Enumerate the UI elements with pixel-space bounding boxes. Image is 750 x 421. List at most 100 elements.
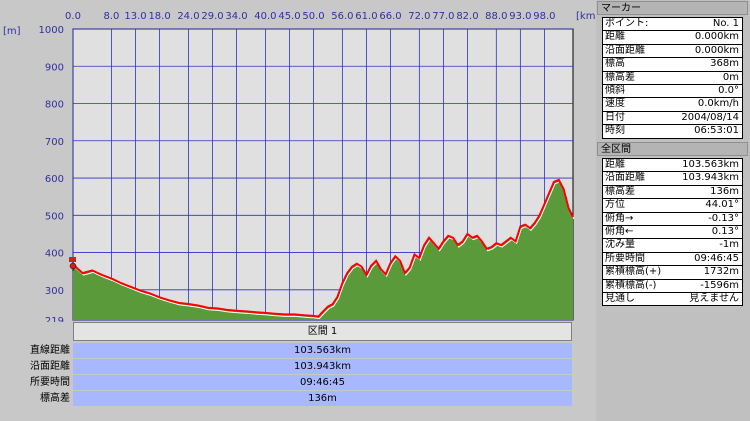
x-tick-label: 93.0 [509, 11, 531, 22]
info-row: 距離 0.000km [603, 31, 742, 45]
info-label: 標高差 [605, 185, 635, 197]
y-tick-label: 900 [45, 62, 64, 73]
marker-panel-title: マーカー [597, 1, 748, 15]
info-label: 距離 [605, 31, 625, 43]
x-tick-label: 24.0 [177, 11, 199, 22]
info-label: 累積標高(+) [605, 266, 662, 278]
y-tick-label: 1000 [39, 25, 64, 36]
info-row: 標高差 136m [603, 185, 742, 200]
info-label: 沿面距離 [605, 44, 645, 56]
x-tick-label: 66.0 [379, 11, 401, 22]
section-header[interactable]: 区間 1 [73, 322, 572, 341]
info-row: 俯角← 0.13° [603, 225, 742, 240]
info-row: 見通し 見えません [603, 293, 742, 305]
info-value: 368m [710, 58, 739, 70]
summary-label: 標高差 [40, 393, 70, 404]
summary-row: 標高差 136m [0, 391, 572, 407]
info-row: 距離 103.563km [603, 159, 742, 173]
info-label: 標高差 [605, 71, 635, 83]
info-label: 沿面距離 [605, 172, 645, 184]
x-tick-label: 18.0 [148, 11, 170, 22]
info-label: 距離 [605, 159, 625, 170]
all-section-info-table: 距離 103.563km 沿面距離 103.943km 標高差 136m 方位 44.01° 俯… [602, 158, 743, 307]
y-tick-label: 300 [45, 286, 64, 297]
info-value: -1m [719, 239, 739, 251]
info-label: 俯角→ [605, 212, 634, 224]
info-label: 所要時間 [605, 252, 645, 264]
info-value: 0.000km [694, 31, 739, 43]
info-row: 累積標高(+) 1732m [603, 266, 742, 280]
y-axis-unit: [m] [3, 26, 21, 37]
info-row: 累積標高(-) -1596m [603, 280, 742, 293]
y-tick-label: 600 [45, 174, 64, 185]
info-label: 見通し [605, 292, 635, 304]
info-row: 沿面距離 0.000km [603, 44, 742, 59]
info-row: 沈み量 -1m [603, 239, 742, 253]
summary-value: 09:46:45 [73, 375, 572, 391]
info-label: ポイント: [605, 18, 649, 29]
info-value: No. 1 [712, 18, 739, 29]
info-row: 方位 44.01° [603, 199, 742, 213]
info-value: 103.563km [682, 159, 739, 170]
summary-label: 沿面距離 [30, 361, 70, 372]
elevation-area-fill [73, 179, 573, 320]
y-tick-label: 800 [45, 100, 64, 111]
info-row: 沿面距離 103.943km [603, 172, 742, 186]
info-label: 俯角← [605, 225, 634, 237]
info-value: 136m [710, 185, 739, 197]
x-tick-label: 45.0 [278, 11, 300, 22]
x-tick-label: 50.0 [302, 11, 324, 22]
info-value: 0.13° [711, 225, 739, 237]
summary-label: 所要時間 [30, 377, 70, 388]
info-row: ポイント: No. 1 [603, 18, 742, 32]
info-label: 沈み量 [605, 239, 635, 251]
x-tick-label: 56.0 [331, 11, 353, 22]
elevation-chart-area: 0.0 8.0 13.0 18.0 24.0 29.0 34.0 40.0 45.0 50.0 56… [0, 0, 596, 407]
info-value: 06:53:01 [694, 125, 739, 137]
summary-value: 103.943km [73, 359, 572, 375]
info-label: 日付 [605, 111, 625, 123]
info-value: -1596m [700, 279, 739, 291]
x-tick-label: 13.0 [124, 11, 146, 22]
y-tick-label: 219 [45, 316, 64, 322]
info-label: 傾斜 [605, 84, 625, 96]
info-row: 標高 368m [603, 58, 742, 72]
info-row: 俯角→ -0.13° [603, 213, 742, 226]
elevation-line [72, 178, 574, 318]
y-tick-label: 700 [45, 137, 64, 148]
x-tick-label: 82.0 [456, 11, 478, 22]
info-value: 0.0km/h [697, 98, 739, 110]
info-value: 44.01° [705, 199, 739, 211]
x-tick-label: 72.0 [408, 11, 430, 22]
info-value: 1732m [703, 266, 739, 278]
info-value: -0.13° [708, 212, 739, 224]
info-panel: マーカー ポイント: No. 1 距離 0.000km 沿面距離 0.000km 標高 368… [597, 0, 750, 421]
info-row: 所要時間 09:46:45 [603, 252, 742, 267]
summary-row: 直線距離 103.563km [0, 343, 572, 359]
summary-row: 所要時間 09:46:45 [0, 375, 572, 391]
x-tick-label: 88.0 [485, 11, 507, 22]
marker-info-table: ポイント: No. 1 距離 0.000km 沿面距離 0.000km 標高 368m 標高差 0… [602, 17, 743, 139]
x-tick-label: 61.0 [355, 11, 377, 22]
elevation-chart[interactable]: 0.0 8.0 13.0 18.0 24.0 29.0 34.0 40.0 45.0 50.0 56… [0, 0, 596, 322]
x-tick-label: 8.0 [104, 11, 120, 22]
y-tick-label: 400 [45, 249, 64, 260]
summary-row: 沿面距離 103.943km [0, 359, 572, 375]
x-tick-label: 98.0 [533, 11, 555, 22]
info-row: 傾斜 0.0° [603, 84, 742, 99]
info-value: 0m [722, 71, 739, 83]
info-row: 速度 0.0km/h [603, 98, 742, 112]
summary-label: 直線距離 [30, 345, 70, 356]
info-row: 日付 2004/08/14 [603, 111, 742, 126]
info-row: 時刻 06:53:01 [603, 125, 742, 137]
info-value: 103.943km [682, 172, 739, 184]
x-tick-label: 29.0 [201, 11, 223, 22]
x-axis-unit: [km] [576, 11, 596, 22]
summary-value: 136m [73, 391, 572, 407]
marker-flag-icon[interactable] [69, 257, 77, 271]
x-tick-label: 0.0 [65, 11, 81, 22]
info-value: 0.000km [694, 44, 739, 56]
y-tick-label: 500 [45, 211, 64, 222]
info-label: 累積標高(-) [605, 279, 657, 291]
info-label: 速度 [605, 98, 625, 110]
